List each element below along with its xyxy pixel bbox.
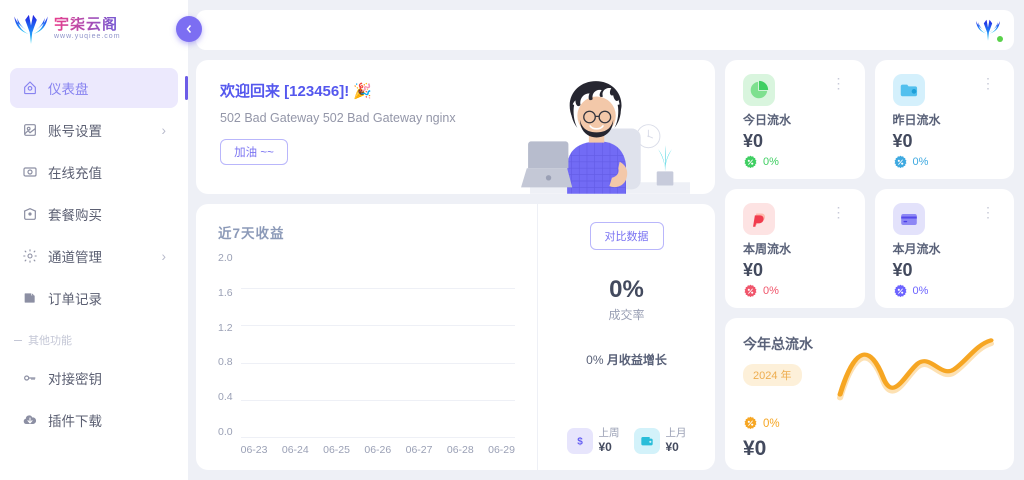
svg-text:$: $ [577, 437, 583, 448]
